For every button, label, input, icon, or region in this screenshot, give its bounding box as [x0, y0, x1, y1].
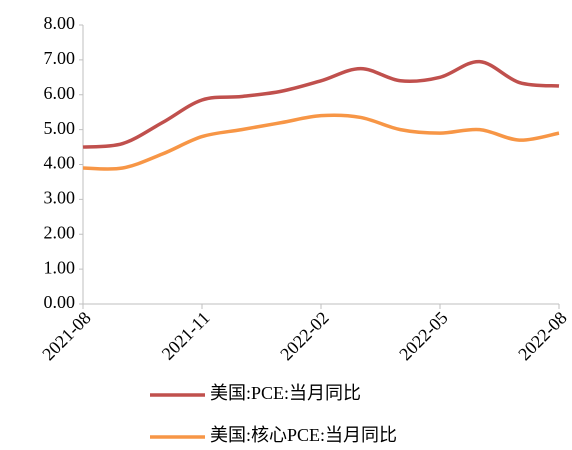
series-line	[82, 113, 560, 171]
y-tick-label: 8.00	[44, 13, 76, 33]
legend-label: 美国:核心PCE:当月同比	[210, 425, 397, 445]
y-tick-label: 1.00	[44, 257, 76, 277]
y-tick-label: 6.00	[44, 83, 76, 103]
x-tick-label: 2022-08	[514, 308, 571, 365]
series-line	[82, 59, 560, 149]
x-tick-label: 2022-02	[276, 308, 333, 365]
x-tick-label: 2021-08	[38, 308, 95, 365]
y-tick-label: 5.00	[44, 118, 76, 138]
y-tick-label: 0.00	[44, 292, 76, 312]
legend-label: 美国:PCE:当月同比	[210, 383, 361, 403]
y-tick-label: 2.00	[44, 222, 76, 242]
x-tick-label: 2022-05	[395, 308, 452, 365]
y-tick-label: 7.00	[44, 48, 76, 68]
y-tick-label: 3.00	[44, 188, 76, 208]
y-tick-label: 4.00	[44, 153, 76, 173]
x-tick-label: 2021-11	[158, 308, 214, 364]
